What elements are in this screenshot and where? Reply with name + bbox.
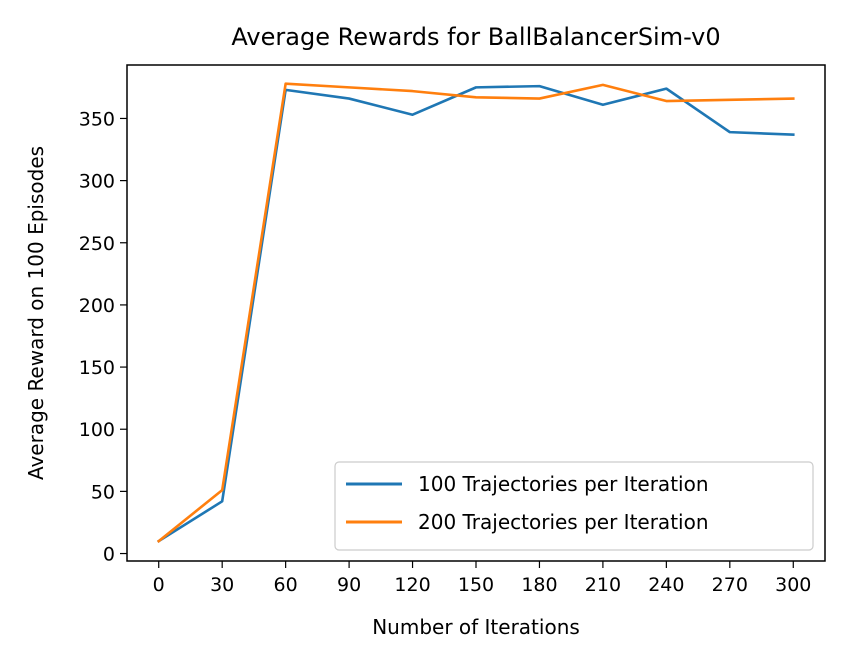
y-axis-label: Average Reward on 100 Episodes (24, 146, 48, 480)
series-lines (156, 82, 795, 543)
x-tick-label: 60 (274, 574, 298, 596)
y-tick-label: 100 (79, 419, 115, 441)
y-tick-label: 250 (79, 233, 115, 255)
legend: 100 Trajectories per Iteration 200 Traje… (334, 461, 814, 551)
x-tick-label: 210 (585, 574, 621, 596)
x-tick-label: 300 (775, 574, 811, 596)
series-line-200-trajectories (156, 82, 795, 543)
x-tick-label: 30 (210, 574, 234, 596)
y-tick-label: 350 (79, 108, 115, 130)
x-axis-label: Number of Iterations (372, 615, 580, 639)
y-tick-label: 0 (103, 544, 115, 566)
y-tick-label: 200 (79, 295, 115, 317)
y-tick-label: 150 (79, 357, 115, 379)
x-axis: 0 30 60 90 120 150 180 210 240 270 300 (153, 561, 811, 596)
x-tick-label: 90 (337, 574, 361, 596)
chart-title: Average Rewards for BallBalancerSim-v0 (231, 23, 720, 51)
x-tick-label: 270 (712, 574, 748, 596)
x-tick-label: 180 (521, 574, 557, 596)
x-tick-label: 120 (394, 574, 430, 596)
y-tick-label: 50 (91, 481, 115, 503)
y-axis: 0 50 100 150 200 250 300 350 (79, 108, 127, 566)
x-tick-label: 240 (648, 574, 684, 596)
x-tick-label: 0 (153, 574, 165, 596)
legend-label-200-trajectories: 200 Trajectories per Iteration (418, 510, 709, 534)
legend-box (334, 461, 814, 551)
legend-label-100-trajectories: 100 Trajectories per Iteration (418, 472, 709, 496)
x-tick-label: 150 (458, 574, 494, 596)
y-tick-label: 300 (79, 171, 115, 193)
